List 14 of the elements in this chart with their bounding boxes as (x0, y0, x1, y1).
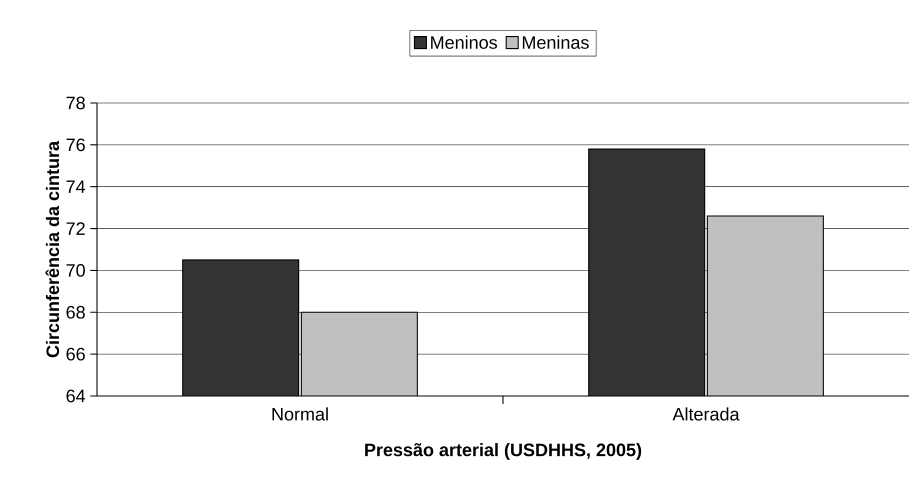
y-tick-label: 78 (66, 96, 85, 110)
legend-label: Meninas (522, 36, 589, 49)
y-tick-label: 68 (66, 306, 85, 319)
y-tick-label: 72 (66, 222, 85, 235)
x-axis-title: Pressão arterial (USDHHS, 2005) (365, 443, 642, 460)
legend-label: Meninos (431, 36, 497, 49)
y-tick-label: 66 (66, 348, 85, 360)
y-tick-label: 64 (66, 390, 86, 402)
x-tick-label: Alterada (672, 407, 740, 421)
y-axis-title: Circunferência da cintura (46, 140, 60, 358)
y-tick-label: 74 (66, 180, 86, 193)
y-tick-label: 76 (66, 138, 85, 152)
x-tick-label: Normal (272, 407, 328, 421)
y-tick-label: 70 (66, 264, 85, 277)
